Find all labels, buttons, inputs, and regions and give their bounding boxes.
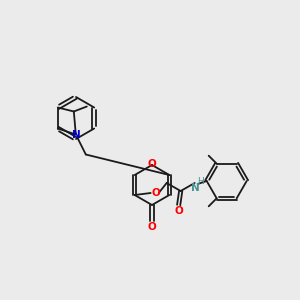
Text: H: H	[197, 178, 204, 187]
Text: O: O	[148, 159, 156, 169]
Text: O: O	[151, 188, 160, 198]
Text: O: O	[174, 206, 183, 216]
Text: N: N	[72, 130, 81, 140]
Text: O: O	[148, 222, 156, 232]
Text: N: N	[191, 183, 200, 193]
